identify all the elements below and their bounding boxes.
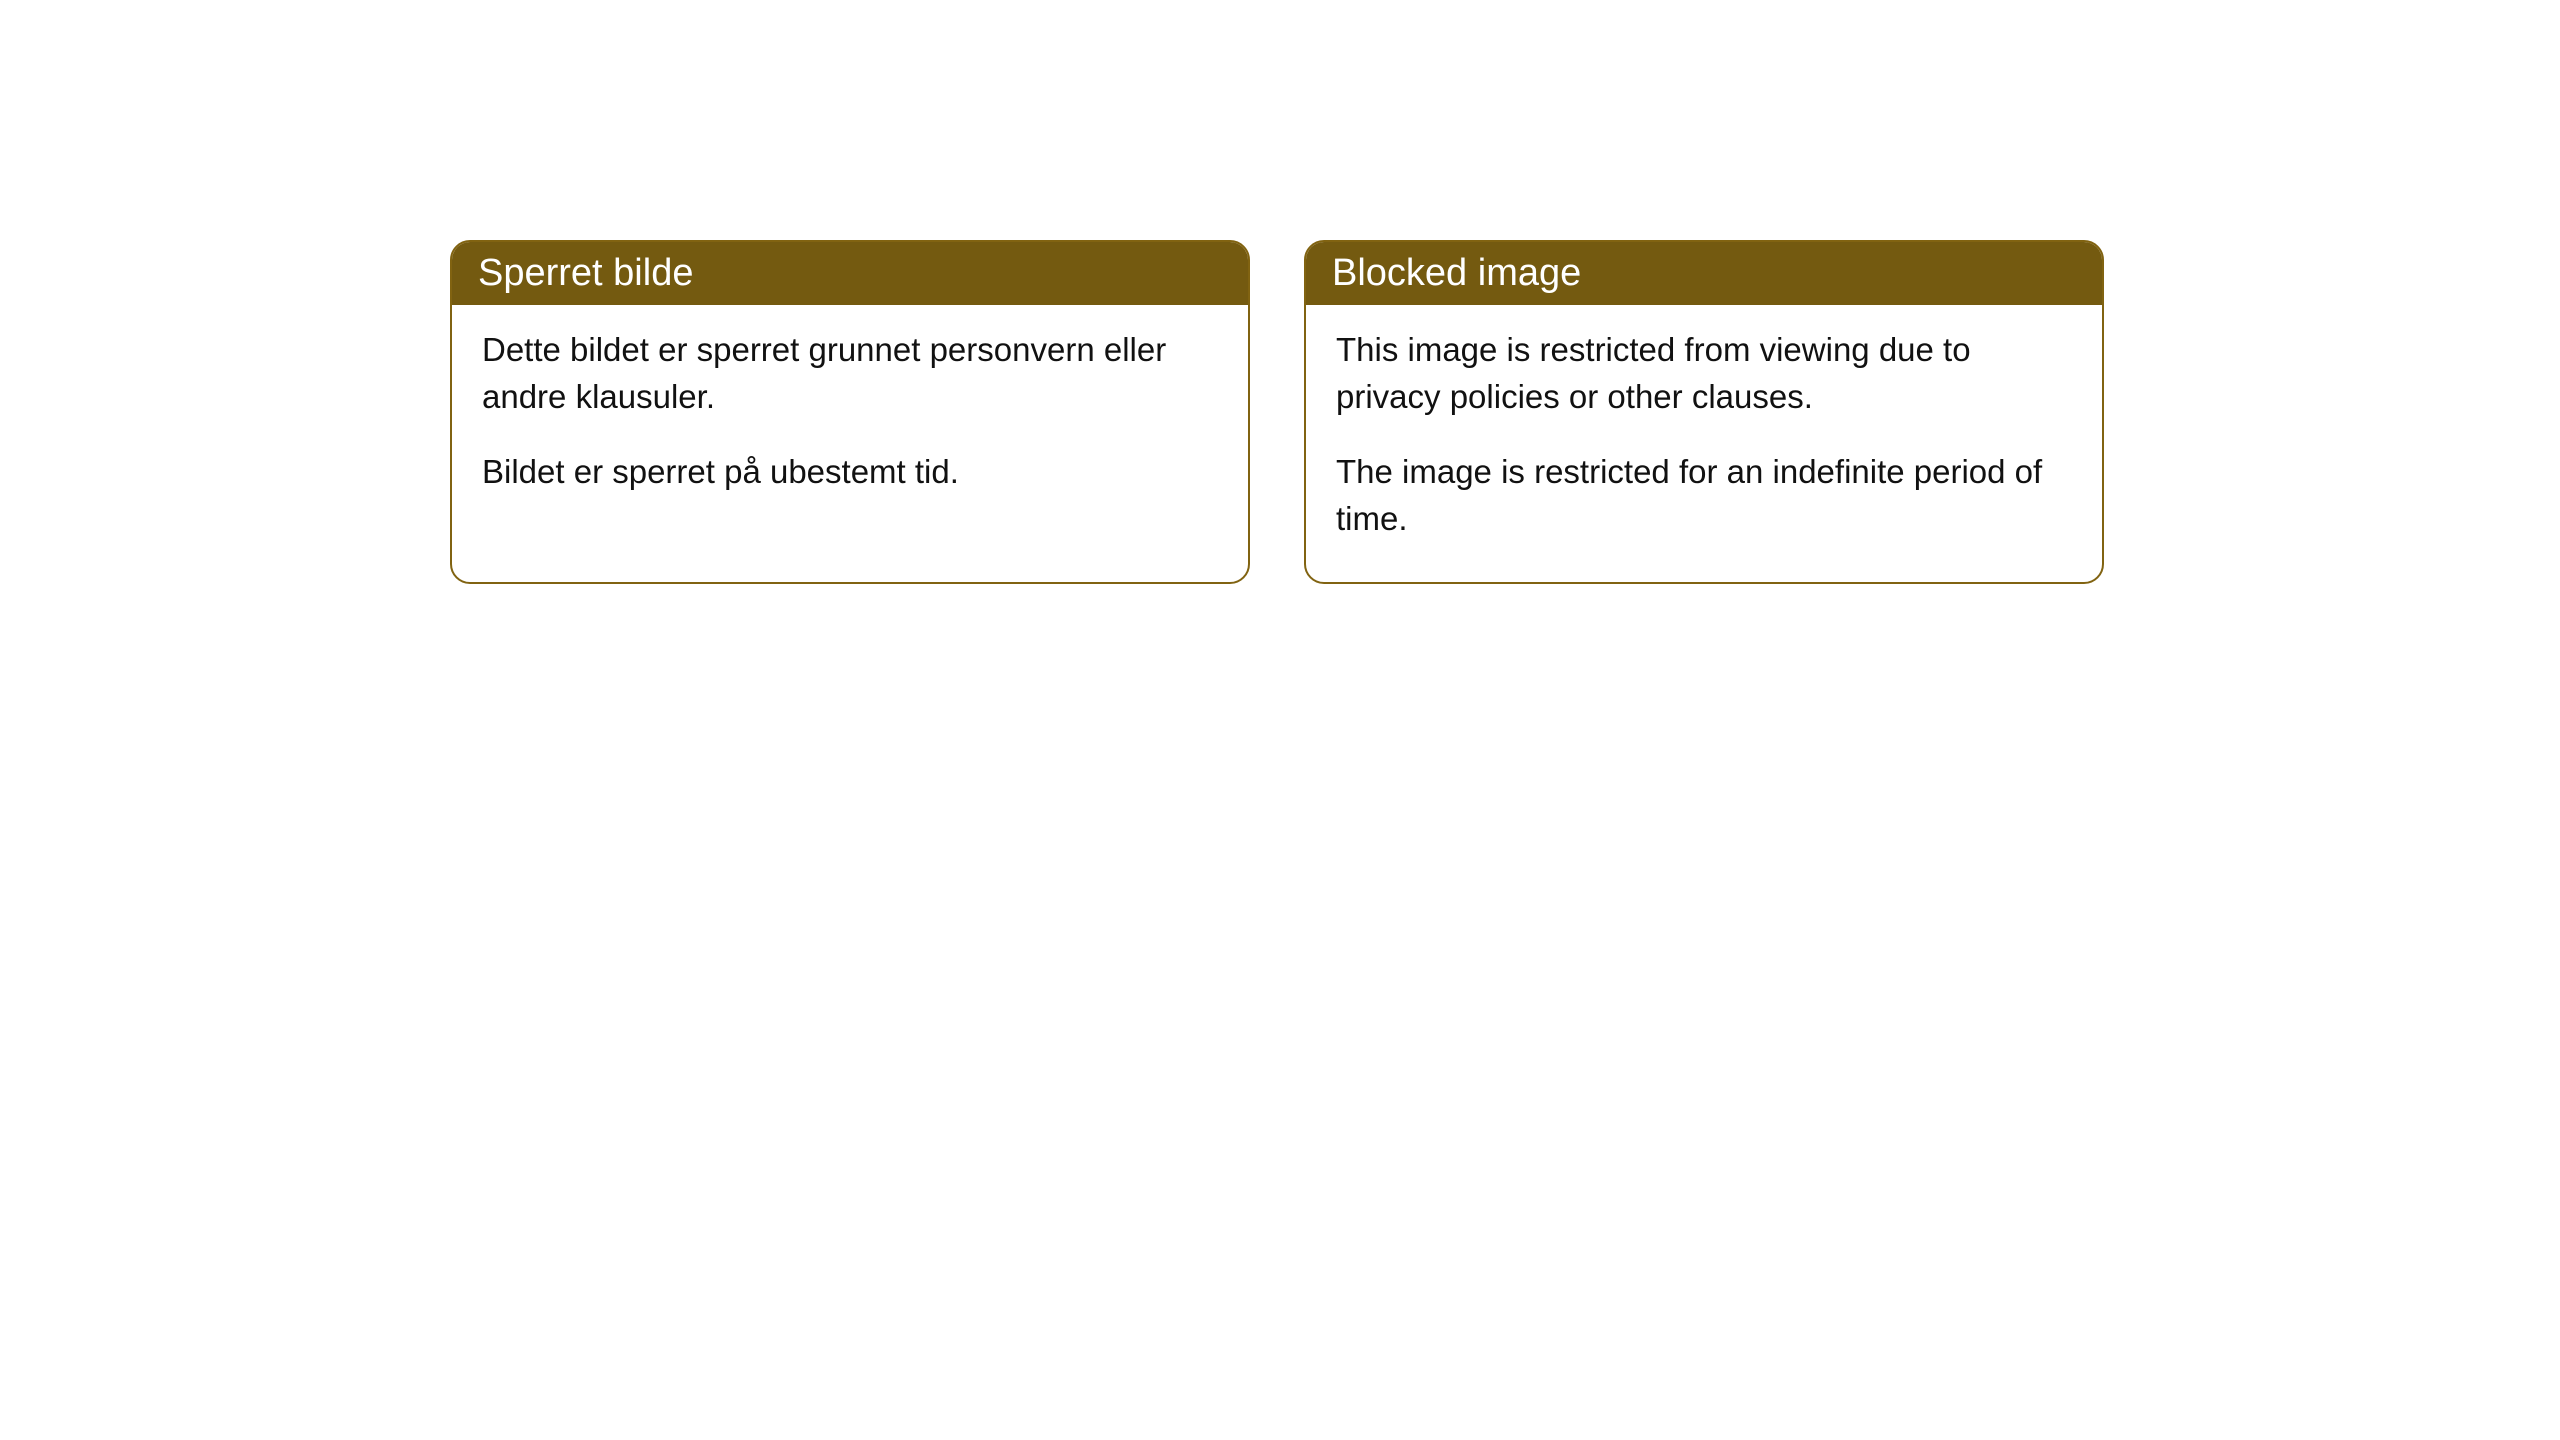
card-header-english: Blocked image bbox=[1306, 242, 2102, 305]
notice-card-norwegian: Sperret bilde Dette bildet er sperret gr… bbox=[450, 240, 1250, 584]
card-body-norwegian: Dette bildet er sperret grunnet personve… bbox=[452, 305, 1248, 536]
notice-card-english: Blocked image This image is restricted f… bbox=[1304, 240, 2104, 584]
card-paragraph: Dette bildet er sperret grunnet personve… bbox=[482, 327, 1218, 421]
card-body-english: This image is restricted from viewing du… bbox=[1306, 305, 2102, 582]
card-paragraph: Bildet er sperret på ubestemt tid. bbox=[482, 449, 1218, 496]
card-paragraph: This image is restricted from viewing du… bbox=[1336, 327, 2072, 421]
card-paragraph: The image is restricted for an indefinit… bbox=[1336, 449, 2072, 543]
card-title: Sperret bilde bbox=[478, 252, 693, 294]
card-title: Blocked image bbox=[1332, 252, 1581, 294]
notice-cards-container: Sperret bilde Dette bildet er sperret gr… bbox=[450, 240, 2104, 584]
card-header-norwegian: Sperret bilde bbox=[452, 242, 1248, 305]
